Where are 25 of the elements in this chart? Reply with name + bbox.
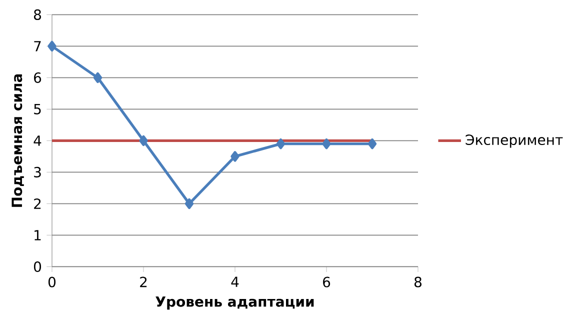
- legend-label: Эксперимент: [466, 134, 563, 148]
- y-tick-label: 8: [34, 9, 41, 20]
- y-tick-label: 3: [34, 166, 41, 178]
- y-tick-label: 6: [34, 72, 42, 83]
- x-tick-label: 0: [48, 276, 56, 288]
- y-tick-label: 2: [34, 198, 41, 209]
- y-tick-label: 1: [34, 230, 41, 240]
- y-tick-label: 4: [34, 136, 42, 146]
- y-tick-label: 0: [34, 261, 42, 272]
- x-axis-title: Уровень адаптации: [156, 296, 314, 310]
- x-tick-label: 2: [140, 276, 147, 288]
- point: [276, 138, 286, 150]
- point: [48, 40, 56, 52]
- x-tick-label: 8: [414, 276, 422, 288]
- point: [230, 151, 240, 162]
- y-axis-title: Подъемная сила: [12, 74, 24, 207]
- point: [322, 138, 331, 150]
- point: [93, 72, 102, 84]
- point: [184, 198, 194, 210]
- y-tick-label: 7: [34, 41, 41, 52]
- point: [368, 138, 377, 150]
- y-tick-label: 5: [34, 104, 41, 114]
- point: [139, 135, 148, 146]
- x-tick-label: 4: [231, 276, 239, 287]
- x-tick-label: 6: [323, 276, 330, 288]
